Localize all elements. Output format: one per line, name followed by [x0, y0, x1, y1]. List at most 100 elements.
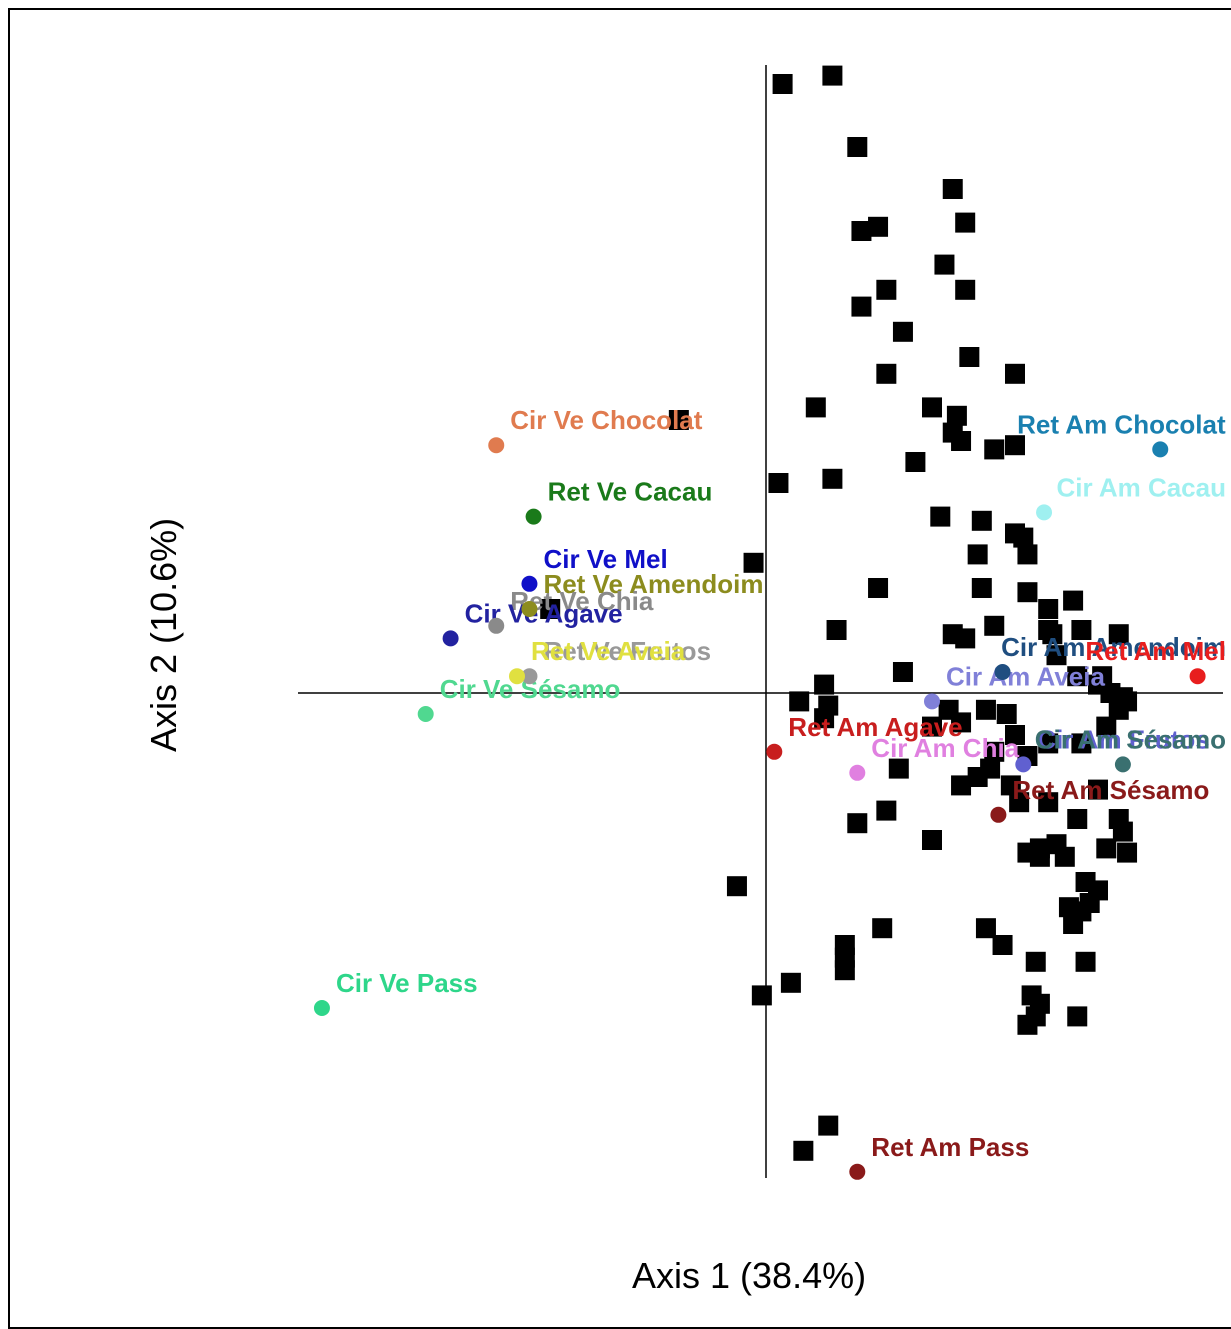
species-point — [888, 758, 909, 779]
species-point — [1029, 846, 1050, 867]
species-point — [992, 935, 1013, 955]
species-point — [726, 876, 747, 897]
species-point — [1017, 544, 1038, 565]
species-point — [955, 279, 976, 300]
sample-point — [1152, 441, 1169, 458]
species-point — [876, 800, 897, 821]
species-point — [1117, 842, 1138, 863]
species-point — [984, 615, 1005, 636]
species-point — [789, 691, 810, 712]
species-point — [1005, 363, 1025, 384]
sample-label: Ret Am Agave — [788, 712, 962, 742]
x-axis-label: Axis 1 (38.4%) — [632, 1255, 867, 1296]
species-point — [1075, 951, 1096, 972]
sample-point — [521, 601, 538, 617]
species-point — [1096, 838, 1117, 859]
species-point — [1112, 821, 1133, 842]
species-point — [922, 716, 942, 737]
species-point — [1017, 1014, 1038, 1035]
y-axis-label: Axis 2 (10.6%) — [143, 517, 184, 752]
species-point — [1071, 620, 1092, 640]
sample-label: Ret Am Sésamo — [1012, 775, 1209, 805]
sample-label: Cir Ve Mel — [543, 544, 667, 574]
species-point — [1009, 792, 1030, 813]
sample-point — [521, 668, 538, 685]
species-point — [946, 405, 967, 426]
species-point — [851, 296, 872, 317]
sample-label: Ret Am Mel — [1085, 636, 1226, 666]
species-point — [1038, 792, 1059, 813]
sample-label: Cir Ve Pass — [336, 968, 478, 998]
species-point — [1108, 624, 1129, 645]
species-point — [971, 510, 992, 531]
species-point — [822, 468, 843, 489]
species-point — [975, 918, 996, 939]
sample-point — [1036, 504, 1053, 521]
species-point — [1071, 733, 1092, 754]
species-point — [876, 279, 897, 300]
species-point — [1067, 809, 1088, 829]
species-point — [1067, 666, 1088, 687]
species-point — [984, 741, 1005, 762]
species-point — [996, 704, 1017, 724]
species-point — [540, 599, 561, 619]
sample-point — [924, 693, 940, 710]
species-point — [768, 473, 789, 493]
species-point — [772, 74, 793, 94]
species-point — [922, 397, 942, 418]
species-point — [743, 552, 764, 573]
species-point — [892, 662, 913, 682]
sample-label: Cir Am Frutos — [1037, 724, 1209, 754]
species-point — [951, 775, 972, 796]
species-point — [1046, 645, 1067, 666]
species-point — [826, 620, 847, 640]
sample-label: Cir Am Amendoim — [1001, 632, 1226, 662]
sample-point — [509, 668, 525, 685]
species-point — [959, 347, 980, 367]
species-point — [814, 674, 835, 695]
species-point — [967, 544, 988, 565]
species-point — [971, 578, 992, 598]
sample-point — [994, 664, 1011, 680]
species-point — [1054, 846, 1075, 867]
species-point — [822, 65, 843, 86]
species-point — [1042, 624, 1063, 645]
species-point — [1063, 590, 1084, 611]
species-point — [751, 985, 772, 1006]
sample-point — [488, 437, 505, 454]
species-point — [892, 321, 913, 342]
species-point — [1117, 691, 1138, 712]
sample-point — [1015, 756, 1032, 773]
sample-label: Cir Am Sésamo — [1035, 724, 1226, 754]
sample-label: Cir Am Chia — [871, 733, 1019, 763]
species-point — [793, 1140, 814, 1161]
species-point — [1005, 435, 1025, 456]
species-point — [851, 221, 872, 241]
species-point — [814, 708, 835, 729]
species-point — [1063, 914, 1084, 934]
species-point — [934, 254, 955, 275]
sample-label: Cir Ve Agave — [465, 598, 623, 628]
sample-point — [766, 743, 783, 760]
sample-label: Cir Ve Chocolat — [510, 405, 702, 435]
species-point — [668, 410, 689, 430]
sample-label: Ret Am Pass — [871, 1132, 1029, 1162]
species-point — [868, 578, 889, 598]
species-point — [818, 1115, 839, 1136]
species-point — [942, 179, 963, 199]
sample-point — [521, 575, 538, 592]
sample-label: Ret Ve Amendoim — [543, 569, 763, 599]
species-point — [834, 960, 855, 981]
species-point — [955, 628, 976, 649]
sample-point — [1114, 756, 1131, 773]
species-point — [951, 712, 972, 733]
species-point — [805, 397, 826, 418]
species-point — [872, 918, 893, 939]
species-point — [1025, 951, 1046, 972]
species-point — [930, 506, 951, 527]
species-point — [922, 830, 942, 850]
species-point — [1038, 733, 1059, 754]
sample-point — [849, 764, 866, 781]
sample-point — [990, 806, 1007, 823]
